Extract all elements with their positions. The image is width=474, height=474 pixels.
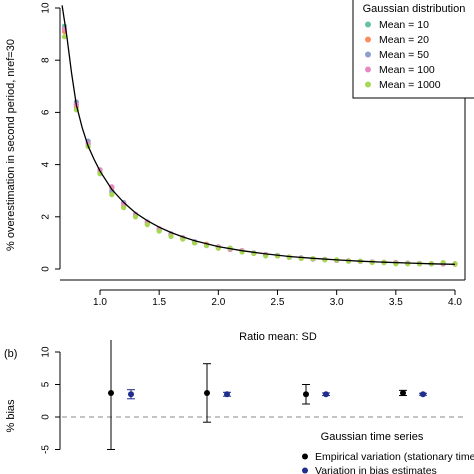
bias-point-2	[323, 391, 329, 398]
legend-marker-3	[365, 66, 371, 73]
panel-a-xlabel: Ratio mean: SD	[239, 331, 317, 343]
x-tick-label-4: 3.0	[330, 297, 344, 308]
y-tick-label-5: 10	[41, 2, 52, 14]
point-s4-5	[121, 205, 127, 211]
y-tick-label-1: 2	[41, 214, 52, 220]
legend-marker-4	[365, 81, 371, 88]
empirical-point-2	[303, 391, 309, 398]
panel-b-legend: Empirical variation (stationary time ser…	[302, 451, 474, 474]
panel-b-marks	[107, 340, 427, 450]
b-legend-marker-1	[302, 467, 308, 474]
legend-title: Gaussian distribution	[363, 3, 466, 15]
point-s4-7	[144, 222, 150, 228]
panel-a: 0 2 4 6 8 10 1.0 1.5 2.0 2.5 3.0 3.5 4.0 % overestim…	[5, 0, 474, 343]
point-s4-4	[109, 192, 115, 198]
y-tick-label-4: 8	[41, 57, 52, 63]
y-tick-label-3: 6	[41, 109, 52, 115]
empirical-point-0	[108, 389, 114, 396]
panel-a-legend: Gaussian distribution Mean = 10 Mean = 20…	[352, 0, 474, 99]
point-s4-9	[168, 233, 174, 239]
legend-label-1: Mean = 20	[379, 34, 429, 46]
x-tick-label-6: 4.0	[448, 297, 462, 308]
b-y-tick-label-3: 10	[41, 346, 52, 358]
legend-marker-0	[365, 21, 371, 28]
point-s4-29	[405, 261, 411, 267]
point-s4-26	[369, 259, 375, 266]
point-s3-5	[121, 201, 127, 207]
point-s4-8	[156, 228, 162, 234]
b-y-tick-label-2: 5	[41, 381, 52, 387]
legend-label-4: Mean = 1000	[379, 79, 441, 91]
legend-label-3: Mean = 100	[379, 64, 435, 76]
legend-label-2: Mean = 50	[379, 49, 429, 61]
b-legend-label-1: Variation in bias estimates	[315, 465, 437, 474]
panel-b-legend-title: Gaussian time series	[321, 431, 424, 443]
legend-box	[352, 0, 474, 99]
x-tick-label-2: 2.0	[211, 297, 225, 308]
panel-b-axes: -5 0 5 10	[41, 346, 61, 454]
b-y-tick-label-1: 0	[41, 414, 52, 420]
point-s4-0	[61, 34, 68, 40]
empirical-point-3	[400, 389, 406, 396]
b-legend-label-0: Empirical variation (stationary time ser…	[315, 451, 474, 463]
fitted-curve	[61, 5, 456, 265]
bias-point-0	[128, 391, 134, 398]
y-tick-label-0: 0	[41, 266, 52, 272]
x-tick-label-5: 3.5	[389, 297, 403, 308]
x-tick-label-1: 1.5	[152, 297, 166, 308]
panel-b: (b) % bias -5 0 5 10 Gaussian time series E…	[4, 340, 474, 474]
empirical-point-1	[204, 389, 210, 396]
bias-point-1	[224, 391, 230, 398]
x-tick-label-0: 1.0	[93, 297, 107, 308]
y-tick-label-2: 4	[41, 161, 52, 167]
panel-b-label: (b)	[4, 348, 17, 360]
panel-b-ylabel: % bias	[5, 399, 17, 433]
legend-label-0: Mean = 10	[379, 19, 429, 31]
point-s4-6	[132, 214, 139, 220]
bias-point-3	[420, 391, 426, 398]
panel-a-ylabel: % overestimation in second period, nref=…	[5, 39, 17, 251]
b-y-tick-label-0: -5	[41, 445, 52, 454]
legend-marker-2	[365, 51, 371, 58]
b-legend-marker-0	[302, 453, 308, 460]
x-tick-label-3: 2.5	[271, 297, 285, 308]
legend-marker-1	[365, 36, 371, 43]
